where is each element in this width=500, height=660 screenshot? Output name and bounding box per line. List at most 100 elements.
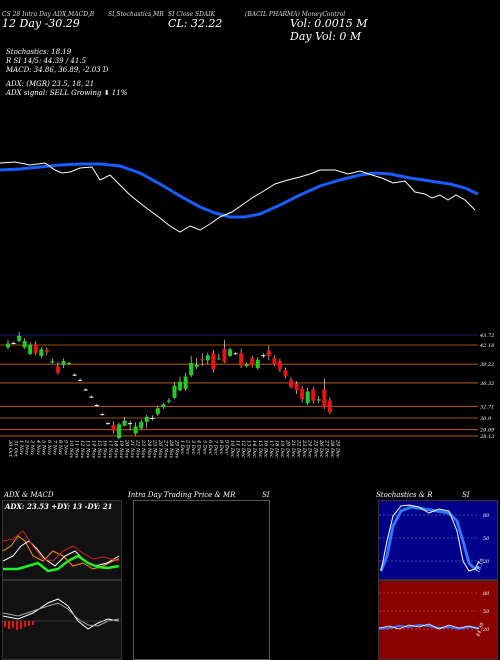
date-tick-label: 25 Nov [151, 439, 157, 458]
date-tick-label: 3 Nov [29, 440, 35, 455]
rsi-tick-50: 50 [483, 609, 490, 615]
stat-r-si: R SI 14/5: 44.39 / 41.5 [6, 57, 87, 65]
price-levels [0, 334, 478, 437]
date-tick-label: 13 Nov [85, 440, 91, 458]
intra-panel-si: SI [262, 491, 270, 499]
rsi-tick-80: 80 [483, 591, 490, 597]
date-tick-label: 17 Nov [107, 440, 113, 458]
date-tick-label: 1 Dec [179, 440, 185, 455]
candle-body [161, 404, 166, 407]
date-tick-label: 27 Dec [323, 439, 329, 458]
stoch-lines: 80 50 20 18.19 [379, 504, 490, 574]
date-tick-label: 2 Nov [24, 439, 30, 455]
candle-body [78, 379, 83, 381]
date-tick-label: 19 Dec [279, 440, 285, 458]
date-tick-label: 17 Dec [268, 440, 274, 458]
stoch-last-value: 18.19 [475, 557, 486, 573]
stat-adx: ADX: (MGR) 23.5, 18, 21 [6, 80, 95, 88]
rsi-last-value: 44.39 [475, 621, 486, 638]
adx-lines [3, 530, 120, 573]
candle-body [105, 423, 110, 425]
date-tick-label: 21 Nov [129, 439, 135, 458]
adx-red-line [3, 530, 120, 562]
date-tick-label: 10 Nov [68, 440, 74, 458]
candle-body [222, 348, 227, 362]
price-level-label: 36.32 [480, 381, 494, 387]
date-axis: 30 Oct 31 Oct 1 Nov 2 Nov 3 Nov 4 Nov 5 Nov 6 N… [7, 439, 340, 458]
candle-body [327, 400, 332, 413]
stoch-tag: SI,Stochastics,MR [108, 11, 164, 18]
date-tick-label: 8 Nov [57, 440, 63, 455]
date-tick-label: 4 Nov [35, 439, 41, 455]
candle-body [172, 385, 177, 398]
day-volume: Day Vol: 0 M [290, 30, 362, 43]
candle-body [111, 425, 116, 431]
intra-panel-title: Intra Day Trading Price & MR [128, 491, 236, 499]
candle-body [294, 383, 299, 391]
candle-body [244, 364, 249, 367]
stoch-panel-si: SI [462, 491, 470, 499]
price-level-label: 29.09 [479, 428, 495, 434]
candle-body [316, 399, 321, 401]
date-tick-label: 12 Nov [79, 440, 85, 458]
stoch-tick-50: 50 [483, 536, 490, 542]
candle-body [61, 361, 66, 365]
candle-body [133, 426, 138, 434]
candle-body [67, 363, 72, 364]
candle-body [28, 344, 33, 354]
stat-macd: MACD: 34.86, 36.89, -2.03 D [6, 66, 109, 74]
candle-body [50, 361, 55, 363]
header-left-line1: CS 28 Intra Day ADX,MACD,B [2, 11, 95, 18]
date-tick-label: 31 Oct [13, 440, 19, 458]
candle-body [117, 424, 121, 439]
candle-body [255, 359, 260, 369]
candle-body [128, 423, 133, 425]
date-tick-label: 5 Nov [40, 440, 46, 455]
adx-panel-title: ADX & MACD [4, 491, 54, 499]
rsi-lines: 80 50 20 44.39 [379, 591, 490, 639]
close-tag-small: SI Close SDAIK [168, 11, 216, 18]
stoch-white-line [380, 504, 480, 572]
candle-body [144, 416, 149, 422]
date-tick-label: 24 Dec [307, 439, 313, 458]
date-tick-label: 18 Dec [273, 440, 279, 458]
candle-body [300, 388, 305, 400]
stoch-panel-title: Stochastics & R [376, 491, 433, 499]
candle-body [155, 408, 160, 415]
date-tick-label: 29 Dec [334, 439, 340, 458]
moving-average-chart [0, 161, 479, 233]
intra-day-panel [133, 500, 270, 660]
date-tick-label: 1 Nov [18, 440, 24, 455]
candle-body [200, 359, 205, 361]
date-tick-label: 7 Nov [51, 440, 57, 455]
date-tick-label: 24 Nov [146, 439, 152, 458]
candle-body [83, 389, 88, 391]
adx-value: ADX: 23.53 +DY: 13 -DY: 21 [5, 502, 113, 511]
price-level-label: 28.13 [479, 434, 494, 440]
date-tick-label: 21 Dec [290, 439, 296, 458]
date-tick-label: 30 Oct [7, 440, 13, 458]
candle-body [311, 389, 316, 401]
stoch-panel: 80 50 20 18.19 [378, 500, 498, 580]
candle-body [94, 405, 99, 407]
date-tick-label: 20 Nov [124, 439, 130, 458]
date-tick-label: 14 Nov [90, 440, 96, 458]
candle-body [283, 370, 288, 376]
price-level-label: 32.71 [480, 404, 494, 410]
candle-body [33, 344, 38, 354]
rsi-panel: 80 50 20 44.39 [378, 580, 498, 660]
candle-body [17, 335, 22, 341]
date-tick-label: 23 Dec [301, 439, 307, 458]
date-tick-label: 26 Nov [157, 439, 163, 458]
date-tick-label: 22 Dec [296, 439, 302, 458]
date-tick-label: 6 Dec [207, 440, 213, 455]
macd-panel [2, 580, 122, 660]
candle-body [150, 418, 155, 419]
date-tick-label: 27 Nov [162, 439, 168, 458]
macd-histogram [4, 621, 34, 630]
candle-body [266, 350, 271, 356]
candle-body [11, 342, 16, 344]
date-tick-label: 11 Nov [74, 440, 80, 458]
date-tick-label: 7 Dec [212, 440, 218, 455]
